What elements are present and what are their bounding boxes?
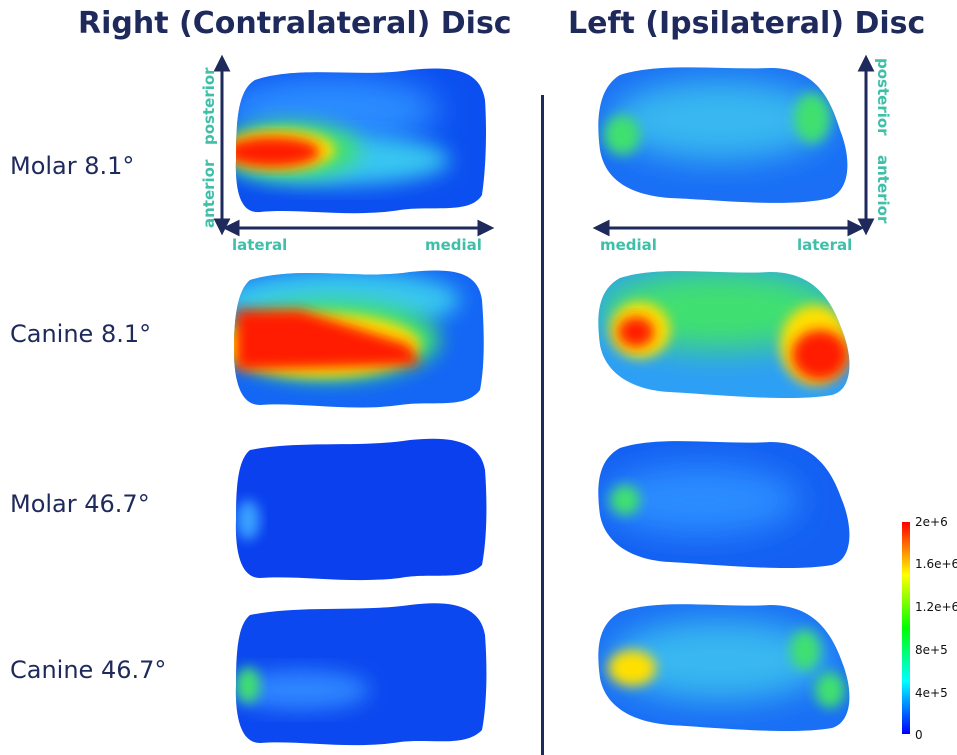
colorbar-tick-0: 0 xyxy=(915,728,923,742)
disc-left-molar-46 xyxy=(598,441,850,569)
row-label-molar-8: Molar 8.1° xyxy=(10,152,135,180)
row-label-canine-46: Canine 46.7° xyxy=(10,656,167,684)
disc-left-canine-8 xyxy=(598,271,850,399)
label-right-posterior: posterior xyxy=(200,67,218,145)
colorbar-tick-1.2e6: 1.2e+6 xyxy=(915,600,957,614)
disc-right-canine-8 xyxy=(234,270,484,408)
column-divider xyxy=(541,95,544,755)
label-left-lateral: lateral xyxy=(797,236,853,254)
disc-right-canine-46 xyxy=(235,603,487,746)
disc-left-molar-8 xyxy=(598,67,848,203)
colorbar-tick-8e5: 8e+5 xyxy=(915,643,948,657)
colorbar-tick-2e6: 2e+6 xyxy=(915,515,948,529)
title-left-disc: Left (Ipsilateral) Disc xyxy=(568,6,926,41)
disc-right-molar-8 xyxy=(235,68,486,214)
disc-right-molar-46 xyxy=(235,438,487,581)
label-right-medial: medial xyxy=(425,236,482,254)
colorbar-gradient xyxy=(902,522,910,734)
label-right-lateral: lateral xyxy=(232,236,288,254)
disc-left-canine-46 xyxy=(598,604,850,732)
label-left-posterior: posterior xyxy=(874,58,892,136)
title-right-disc: Right (Contralateral) Disc xyxy=(78,6,512,41)
colorbar-tick-4e5: 4e+5 xyxy=(915,686,948,700)
row-label-canine-8: Canine 8.1° xyxy=(10,320,152,348)
label-right-anterior: anterior xyxy=(200,159,218,228)
label-left-anterior: anterior xyxy=(874,155,892,224)
colorbar-tick-1.6e6: 1.6e+6 xyxy=(915,557,957,571)
label-left-medial: medial xyxy=(600,236,657,254)
row-label-molar-46: Molar 46.7° xyxy=(10,490,150,518)
